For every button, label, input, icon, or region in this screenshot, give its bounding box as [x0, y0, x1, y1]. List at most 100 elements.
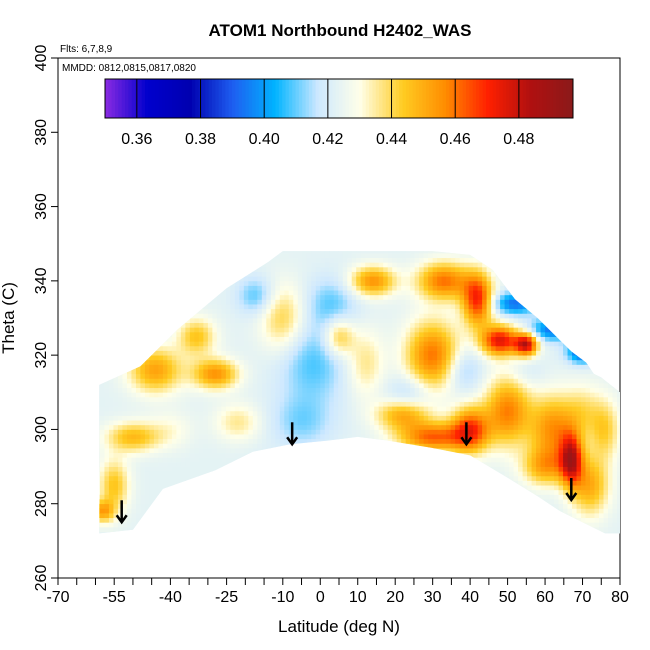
heatmap-cell: [311, 396, 317, 402]
heatmap-cell: [176, 244, 181, 249]
heatmap-cell: [401, 406, 407, 412]
heatmap-cell: [374, 457, 380, 463]
heatmap-cell: [207, 253, 213, 259]
heatmap-cell: [135, 262, 141, 268]
heatmap-cell: [360, 466, 366, 472]
heatmap-cell: [144, 322, 150, 328]
heatmap-cell: [252, 522, 258, 528]
heatmap-cell: [302, 420, 308, 426]
heatmap-cell: [423, 271, 429, 277]
heatmap-cell: [198, 313, 204, 319]
heatmap-cell: [419, 257, 425, 263]
heatmap-cell: [135, 345, 141, 351]
heatmap-cell: [284, 429, 290, 435]
heatmap-cell: [432, 415, 438, 421]
heatmap-cell: [122, 369, 128, 375]
heatmap-cell: [243, 253, 249, 259]
heatmap-cell: [185, 503, 191, 509]
heatmap-cell: [194, 341, 200, 347]
heatmap-cell: [144, 508, 150, 514]
heatmap-cell: [198, 513, 204, 519]
heatmap-cell: [226, 244, 231, 249]
heatmap-cell: [149, 318, 155, 324]
heatmap-cell: [279, 299, 285, 305]
heatmap-cell: [153, 280, 159, 286]
heatmap-cell: [149, 276, 155, 282]
heatmap-cell: [104, 443, 110, 449]
heatmap-cell: [347, 531, 353, 534]
heatmap-cell: [189, 262, 195, 268]
heatmap-cell: [374, 489, 380, 495]
heatmap-cell: [279, 466, 285, 472]
heatmap-cell: [405, 266, 411, 272]
heatmap-cell: [423, 392, 429, 398]
heatmap-cell: [284, 336, 290, 342]
heatmap-cell: [207, 327, 213, 333]
heatmap-cell: [405, 262, 411, 268]
heatmap-cell: [216, 285, 222, 291]
heatmap-cell: [225, 443, 231, 449]
heatmap-cell: [315, 280, 321, 286]
heatmap-cell: [284, 276, 290, 282]
heatmap-cell: [279, 251, 285, 254]
heatmap-cell: [257, 452, 263, 458]
heatmap-cell: [181, 244, 186, 249]
heatmap-cell: [428, 485, 434, 491]
heatmap-cell: [428, 266, 434, 272]
heatmap-cell: [392, 387, 398, 393]
heatmap-cell: [189, 513, 195, 519]
heatmap-cell: [284, 457, 290, 463]
heatmap-cell: [154, 536, 159, 541]
heatmap-cell: [288, 336, 294, 342]
heatmap-cell: [99, 251, 101, 254]
heatmap-cell: [189, 285, 195, 291]
heatmap-cell: [135, 304, 141, 310]
heatmap-cell: [176, 448, 182, 454]
heatmap-cell: [153, 350, 159, 356]
heatmap-cell: [225, 434, 231, 440]
heatmap-cell: [176, 438, 182, 444]
heatmap-cell: [149, 508, 155, 514]
heatmap-cell: [401, 262, 407, 268]
heatmap-cell: [153, 378, 159, 384]
heatmap-cell: [239, 373, 245, 379]
heatmap-cell: [212, 294, 218, 300]
heatmap-cell: [415, 536, 420, 541]
heatmap-cell: [261, 503, 267, 509]
heatmap-cell: [392, 322, 398, 328]
heatmap-cell: [140, 420, 146, 426]
heatmap-cell: [225, 285, 231, 291]
heatmap-cell: [167, 322, 173, 328]
heatmap-cell: [284, 489, 290, 495]
heatmap-cell: [347, 466, 353, 472]
heatmap-cell: [122, 503, 128, 509]
heatmap-cell: [135, 406, 141, 412]
heatmap-cell: [329, 443, 335, 449]
heatmap-cell: [297, 253, 303, 259]
heatmap-cell: [99, 475, 101, 481]
heatmap-cell: [198, 396, 204, 402]
heatmap-cell: [212, 271, 218, 277]
heatmap-cell: [113, 526, 119, 532]
heatmap-cell: [248, 373, 254, 379]
heatmap-cell: [261, 280, 267, 286]
heatmap-cell: [275, 290, 281, 296]
heatmap-cell: [329, 253, 335, 259]
heatmap-cell: [108, 383, 114, 389]
heatmap-cell: [324, 294, 330, 300]
heatmap-cell: [401, 489, 407, 495]
heatmap-cell: [221, 494, 227, 500]
heatmap-cell: [378, 336, 384, 342]
heatmap-cell: [374, 271, 380, 277]
heatmap-cell: [126, 457, 132, 463]
heatmap-cell: [162, 392, 168, 398]
heatmap-cell: [365, 350, 371, 356]
heatmap-cell: [108, 466, 114, 472]
heatmap-cell: [387, 406, 393, 412]
heatmap-cell: [153, 415, 159, 421]
heatmap-cell: [108, 276, 114, 282]
heatmap-cell: [369, 466, 375, 472]
heatmap-cell: [315, 378, 321, 384]
heatmap-cell: [428, 415, 434, 421]
heatmap-cell: [185, 536, 190, 541]
